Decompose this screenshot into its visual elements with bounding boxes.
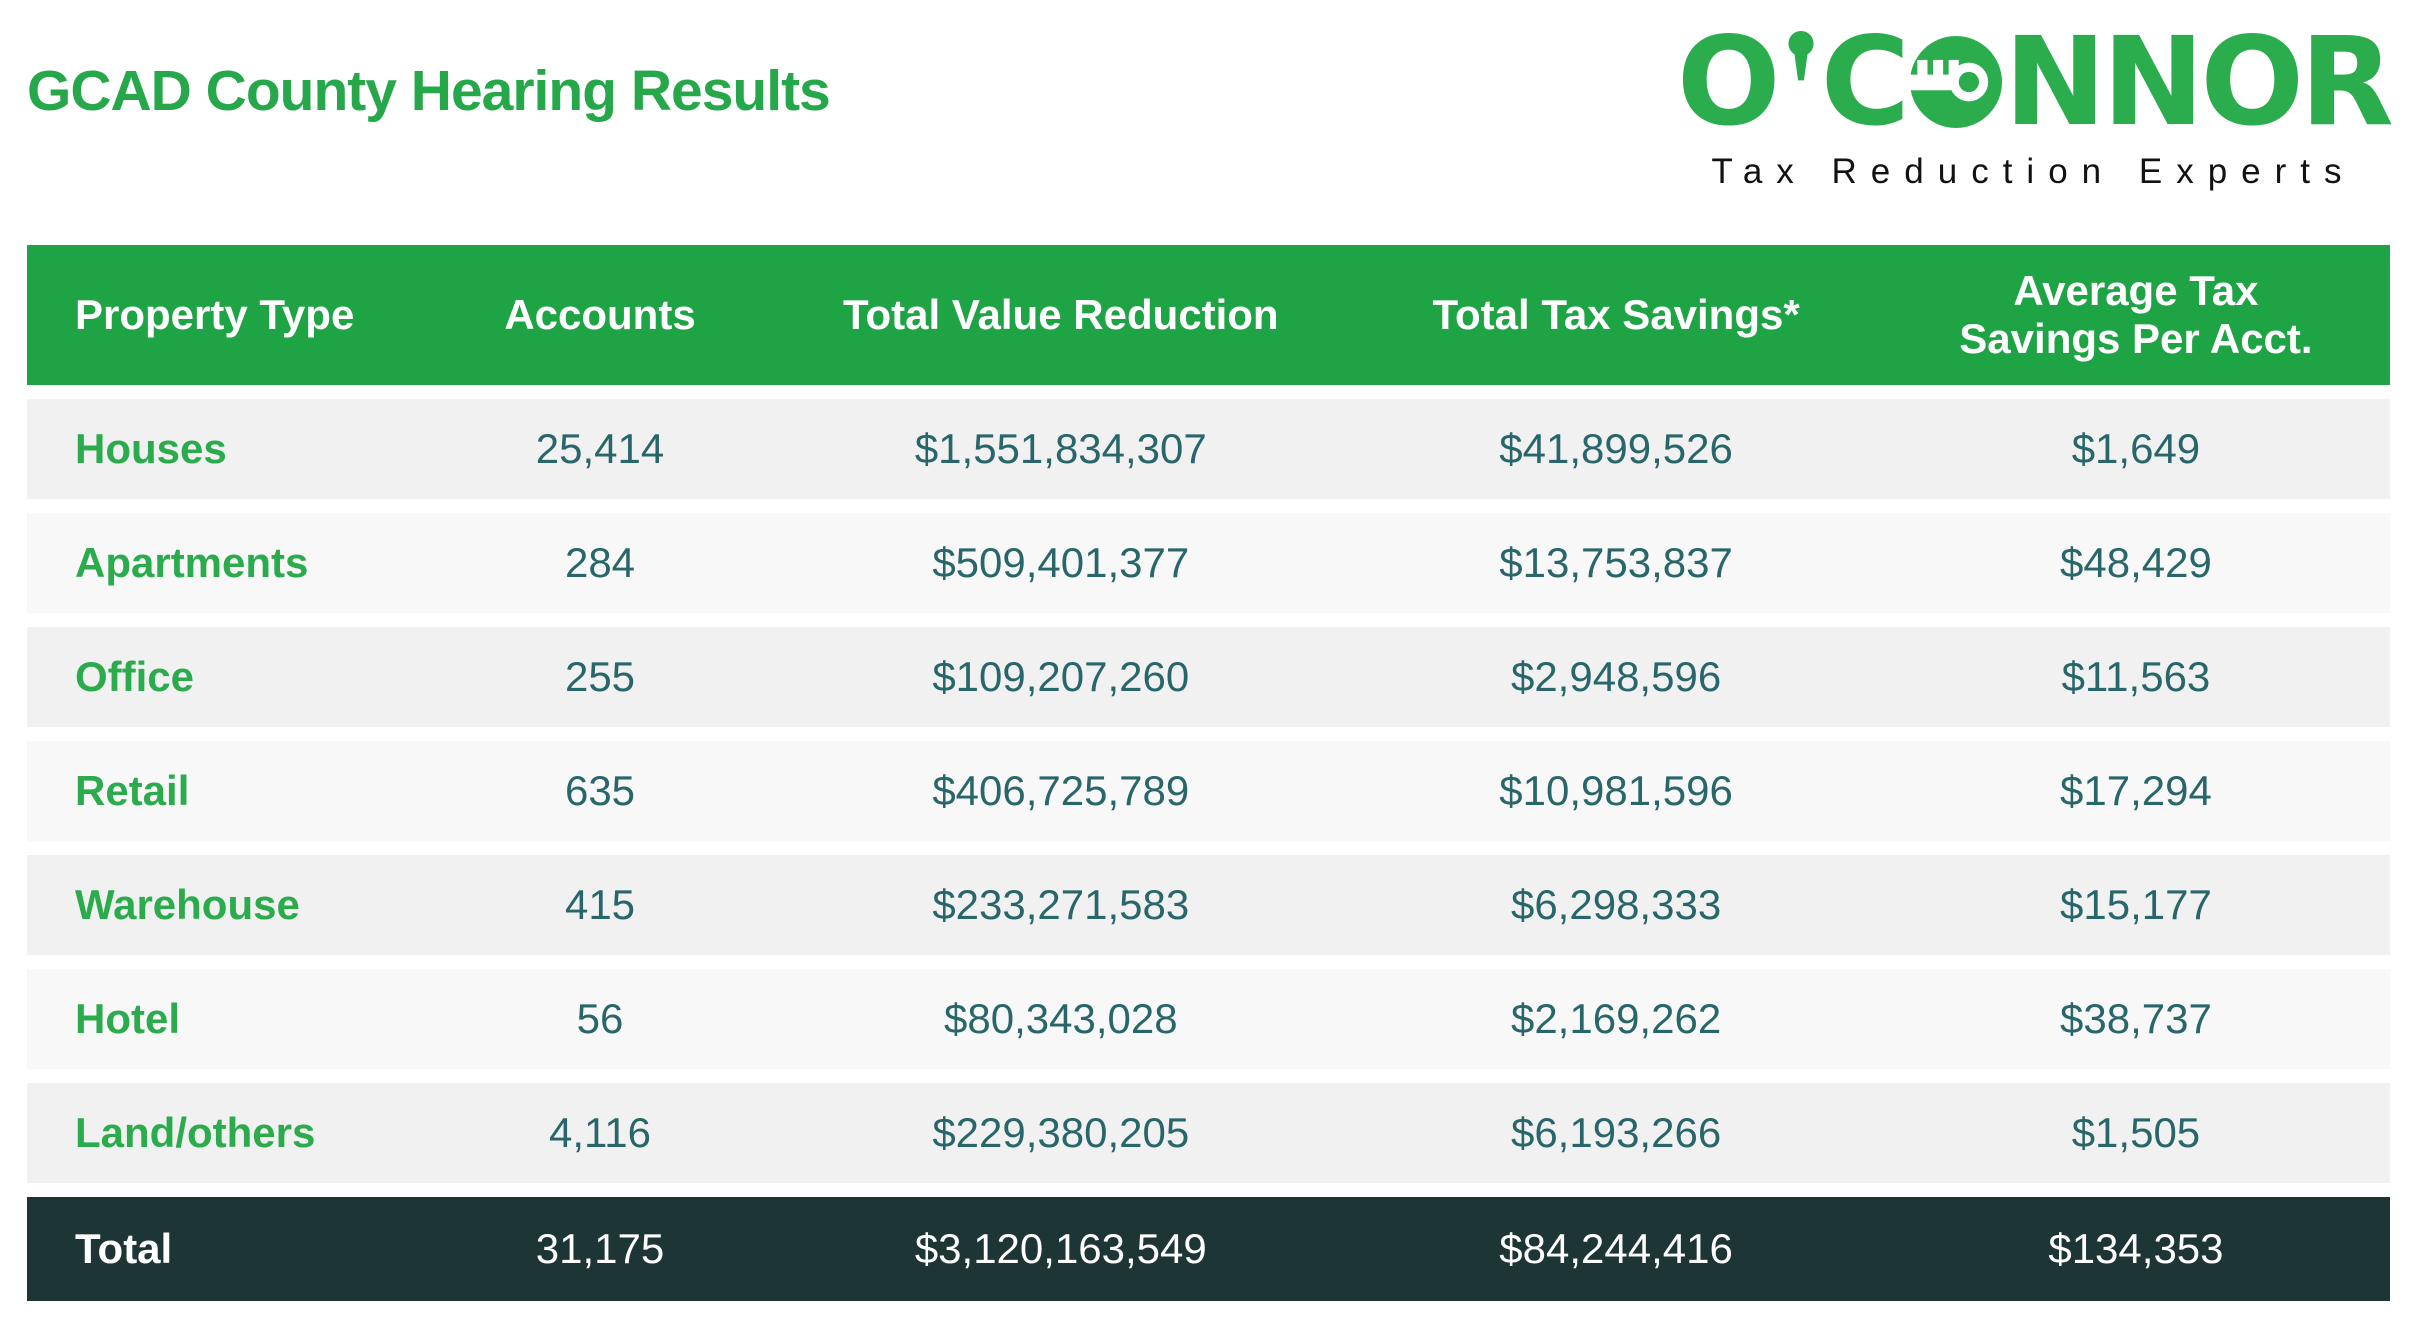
total-tax-savings-cell: $6,193,266 bbox=[1510, 1109, 1722, 1156]
total-value-reduction-cell: $509,401,377 bbox=[932, 539, 1190, 586]
key-o-icon bbox=[1910, 36, 2003, 128]
total-avg-savings-cell: $134,353 bbox=[2048, 1225, 2224, 1272]
table-row-warehouse: Warehouse 415 $233,271,583 $6,298,333 $1… bbox=[27, 855, 2390, 955]
total-accounts-cell: 31,175 bbox=[535, 1225, 665, 1272]
total-tax-savings-cell: $2,169,262 bbox=[1510, 995, 1722, 1042]
oconnor-wordmark: O C NNOR bbox=[1676, 11, 2394, 153]
property-type-cell: Retail bbox=[75, 767, 190, 814]
col-header-accounts: Accounts bbox=[504, 290, 696, 338]
col-header-total-value-reduction: Total Value Reduction bbox=[842, 290, 1279, 338]
table-total-row: Total 31,175 $3,120,163,549 $84,244,416 … bbox=[27, 1197, 2390, 1301]
accounts-cell: 255 bbox=[564, 653, 636, 700]
accounts-cell: 56 bbox=[576, 995, 624, 1042]
avg-savings-cell: $17,294 bbox=[2060, 767, 2212, 814]
logo-letters-nnor: NNOR bbox=[2004, 11, 2394, 153]
total-tax-savings-cell: $2,948,596 bbox=[1510, 653, 1722, 700]
oconnor-logo: O C NNOR Tax Reduction Experts bbox=[1676, 11, 2394, 192]
avg-savings-cell: $48,429 bbox=[2060, 539, 2212, 586]
property-type-cell: Houses bbox=[75, 425, 227, 472]
avg-savings-cell: $1,649 bbox=[2071, 425, 2201, 472]
hearing-results-table: Property Type Accounts Total Value Reduc… bbox=[27, 245, 2390, 1301]
total-value-reduction-cell: $80,343,028 bbox=[944, 995, 1178, 1042]
col-header-property-type: Property Type bbox=[75, 290, 355, 338]
col-header-total-tax-savings: Total Tax Savings* bbox=[1432, 290, 1800, 338]
total-value-reduction-cell: $109,207,260 bbox=[932, 653, 1190, 700]
logo-letter-c: C bbox=[1820, 11, 1911, 153]
accounts-cell: 284 bbox=[564, 539, 636, 586]
keyhole-apostrophe-icon bbox=[1787, 30, 1814, 81]
logo-tagline: Tax Reduction Experts bbox=[1711, 152, 2356, 192]
total-value-reduction-cell: $406,725,789 bbox=[932, 767, 1190, 814]
total-value-reduction-cell: $3,120,163,549 bbox=[914, 1225, 1207, 1272]
accounts-cell: 635 bbox=[564, 767, 636, 814]
table-header-row: Property Type Accounts Total Value Reduc… bbox=[27, 245, 2390, 385]
table-row-office: Office 255 $109,207,260 $2,948,596 $11,5… bbox=[27, 627, 2390, 727]
accounts-cell: 415 bbox=[564, 881, 636, 928]
property-type-cell: Office bbox=[75, 653, 195, 700]
total-tax-savings-cell: $6,298,333 bbox=[1510, 881, 1722, 928]
table-row-hotel: Hotel 56 $80,343,028 $2,169,262 $38,737 bbox=[27, 969, 2390, 1069]
total-tax-savings-cell: $41,899,526 bbox=[1499, 425, 1733, 472]
page-title: GCAD County Hearing Results bbox=[27, 59, 831, 123]
total-value-reduction-cell: $233,271,583 bbox=[932, 881, 1190, 928]
table-row-land-others: Land/others 4,116 $229,380,205 $6,193,26… bbox=[27, 1083, 2390, 1183]
total-value-reduction-cell: $1,551,834,307 bbox=[914, 425, 1207, 472]
table-row-apartments: Apartments 284 $509,401,377 $13,753,837 … bbox=[27, 513, 2390, 613]
avg-savings-cell: $1,505 bbox=[2071, 1109, 2201, 1156]
col-header-avg-tax-savings: Average Tax Savings Per Acct. bbox=[1959, 266, 2313, 362]
logo-letter-o: O bbox=[1676, 11, 1781, 153]
accounts-cell: 4,116 bbox=[549, 1109, 652, 1156]
property-type-cell: Hotel bbox=[75, 995, 180, 1042]
total-tax-savings-cell: $84,244,416 bbox=[1499, 1225, 1733, 1272]
property-type-cell: Land/others bbox=[75, 1109, 316, 1156]
total-tax-savings-cell: $13,753,837 bbox=[1499, 539, 1733, 586]
table-row-retail: Retail 635 $406,725,789 $10,981,596 $17,… bbox=[27, 741, 2390, 841]
table-row-houses: Houses 25,414 $1,551,834,307 $41,899,526… bbox=[27, 399, 2390, 499]
avg-savings-cell: $11,563 bbox=[2061, 653, 2211, 700]
property-type-cell: Warehouse bbox=[75, 881, 300, 928]
total-label-cell: Total bbox=[75, 1225, 173, 1272]
accounts-cell: 25,414 bbox=[535, 425, 665, 472]
avg-savings-cell: $15,177 bbox=[2060, 881, 2212, 928]
total-tax-savings-cell: $10,981,596 bbox=[1499, 767, 1733, 814]
avg-savings-cell: $38,737 bbox=[2060, 995, 2212, 1042]
property-type-cell: Apartments bbox=[75, 539, 309, 586]
total-value-reduction-cell: $229,380,205 bbox=[932, 1109, 1190, 1156]
